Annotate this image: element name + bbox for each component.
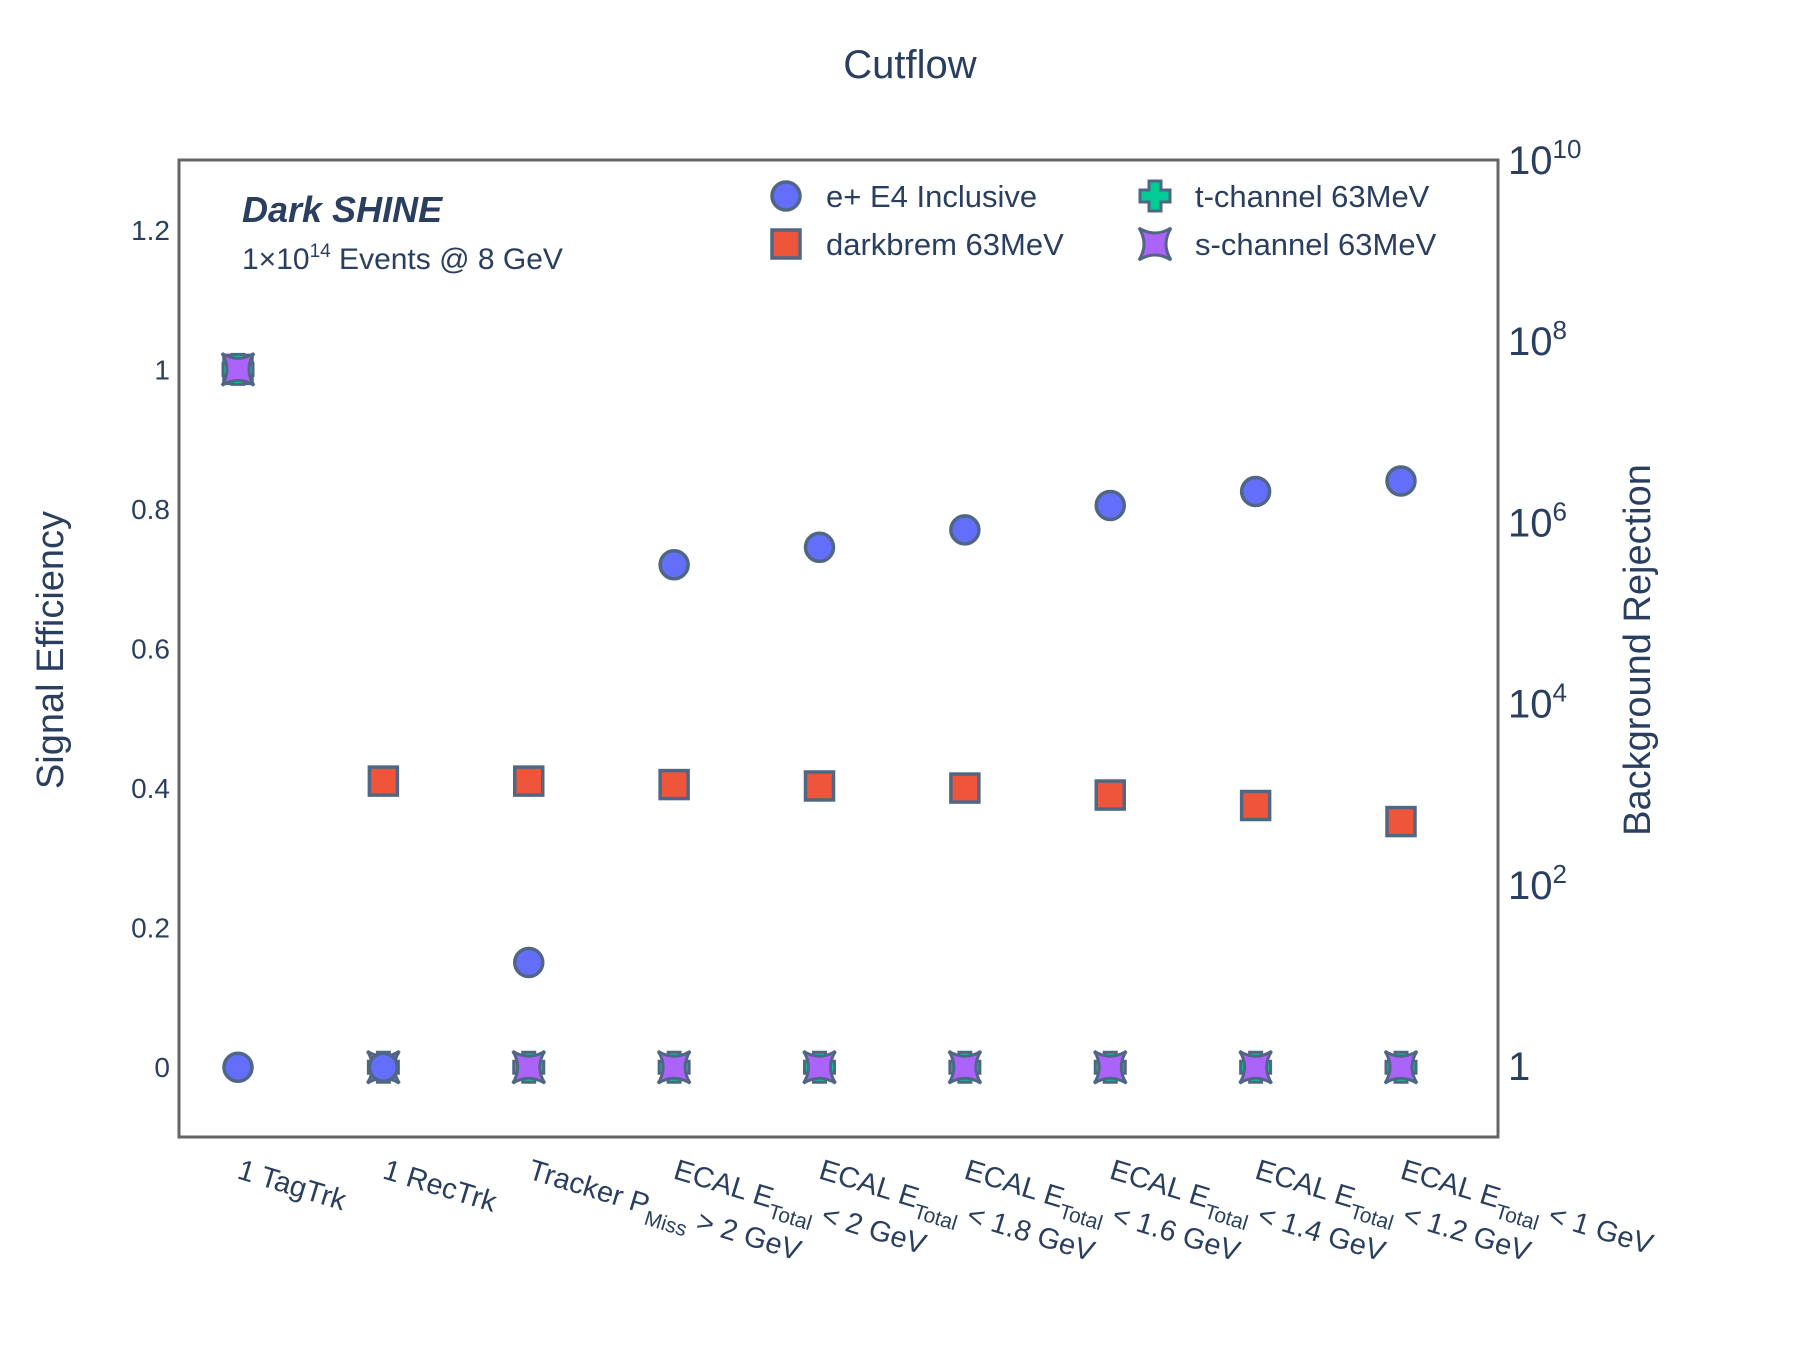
legend-label: e+ E4 Inclusive xyxy=(826,179,1037,214)
y2-tick-label: 106 xyxy=(1508,496,1567,545)
legend-item-darkbrem-63mev[interactable]: darkbrem 63MeV xyxy=(770,227,1064,262)
y2-tick-label: 108 xyxy=(1508,315,1567,364)
data-point-darkbrem-63mev xyxy=(658,768,690,801)
data-point-darkbrem-63mev xyxy=(803,770,836,802)
data-point-e-e4-inclusive xyxy=(222,1051,254,1083)
data-point-s-channel-63mev xyxy=(1238,1049,1273,1085)
data-point-s-channel-63mev xyxy=(511,1049,547,1085)
x-tick-label: 1 RecTrk xyxy=(379,1154,500,1219)
brand-label: Dark SHINE xyxy=(242,189,443,230)
y-tick-label: 1 xyxy=(154,354,170,385)
data-point-darkbrem-63mev xyxy=(1385,805,1417,838)
legend-label: darkbrem 63MeV xyxy=(826,227,1064,262)
series-e-e4-inclusive xyxy=(222,465,1417,1083)
data-point-darkbrem-63mev xyxy=(367,765,400,797)
y2-axis-title: Background Rejection xyxy=(1617,464,1659,836)
series-t-channel-63mev xyxy=(221,352,1418,1084)
data-point-e-e4-inclusive xyxy=(658,549,690,581)
y-axis-title: Signal Efficiency xyxy=(30,511,72,789)
data-point-e-e4-inclusive xyxy=(803,531,836,564)
y-tick-label: 1.2 xyxy=(131,215,170,246)
legend-item-t-channel-63mev[interactable]: t-channel 63MeV xyxy=(1138,179,1430,214)
series-s-channel-63mev xyxy=(220,352,1419,1085)
legend-item-s-channel-63mev[interactable]: s-channel 63MeV xyxy=(1137,226,1437,262)
legend-label: t-channel 63MeV xyxy=(1195,179,1430,214)
legend-marker xyxy=(1138,179,1172,213)
data-point-e-e4-inclusive xyxy=(513,946,545,979)
x-tick-label: Tracker PMiss > 2 GeV xyxy=(522,1154,805,1275)
data-point-e-e4-inclusive xyxy=(367,1051,400,1083)
y-tick-label: 0.4 xyxy=(131,773,170,804)
y2-tick-label: 102 xyxy=(1508,859,1567,908)
data-point-darkbrem-63mev xyxy=(513,765,545,797)
data-point-s-channel-63mev xyxy=(1383,1049,1419,1085)
data-point-darkbrem-63mev xyxy=(949,772,981,804)
x-axis-ticks: 1 TagTrk 1 RecTrk Tracker PMiss > 2 GeVECA… xyxy=(234,1154,1657,1275)
series-darkbrem-63mev xyxy=(222,353,1417,838)
y2-tick-label: 104 xyxy=(1508,678,1567,727)
legend-marker xyxy=(770,180,802,212)
data-point-s-channel-63mev xyxy=(220,352,256,387)
data-point-s-channel-63mev xyxy=(802,1049,837,1085)
y-axis-ticks: 0 0.2 0.4 0.6 0.8 1 1.2 xyxy=(131,215,170,1083)
y-tick-label: 0 xyxy=(154,1052,170,1083)
data-point-s-channel-63mev xyxy=(947,1049,983,1085)
legend-marker xyxy=(770,228,802,260)
data-point-s-channel-63mev xyxy=(656,1049,692,1085)
legend-label: s-channel 63MeV xyxy=(1195,227,1437,262)
data-point-e-e4-inclusive xyxy=(949,514,981,546)
y2-axis-ticks: 1 102 104 106 108 1010 xyxy=(1508,134,1581,1089)
events-label: 1×1014 Events @ 8 GeV xyxy=(242,241,563,276)
data-point-e-e4-inclusive xyxy=(1385,465,1417,497)
legend: e+ E4 Inclusive darkbrem 63MeV t-channel 6… xyxy=(770,179,1437,262)
y-tick-label: 0.8 xyxy=(131,494,170,525)
y2-tick-label: 1 xyxy=(1508,1045,1530,1089)
data-point-s-channel-63mev xyxy=(1092,1049,1128,1085)
legend-item-e-e4-inclusive[interactable]: e+ E4 Inclusive xyxy=(770,179,1037,214)
data-point-darkbrem-63mev xyxy=(1239,789,1272,822)
y-tick-label: 0.6 xyxy=(131,634,170,665)
y2-tick-label: 1010 xyxy=(1508,134,1581,183)
chart-marks xyxy=(220,352,1419,1085)
data-point-darkbrem-63mev xyxy=(1094,779,1126,811)
legend-marker xyxy=(1137,226,1173,262)
y-tick-label: 0.2 xyxy=(131,913,170,944)
chart-title: Cutflow xyxy=(843,43,976,87)
x-tick-label: 1 TagTrk xyxy=(234,1154,350,1217)
data-point-e-e4-inclusive xyxy=(1094,489,1126,522)
plot-frame xyxy=(177,158,1500,1139)
data-point-e-e4-inclusive xyxy=(1239,475,1272,508)
